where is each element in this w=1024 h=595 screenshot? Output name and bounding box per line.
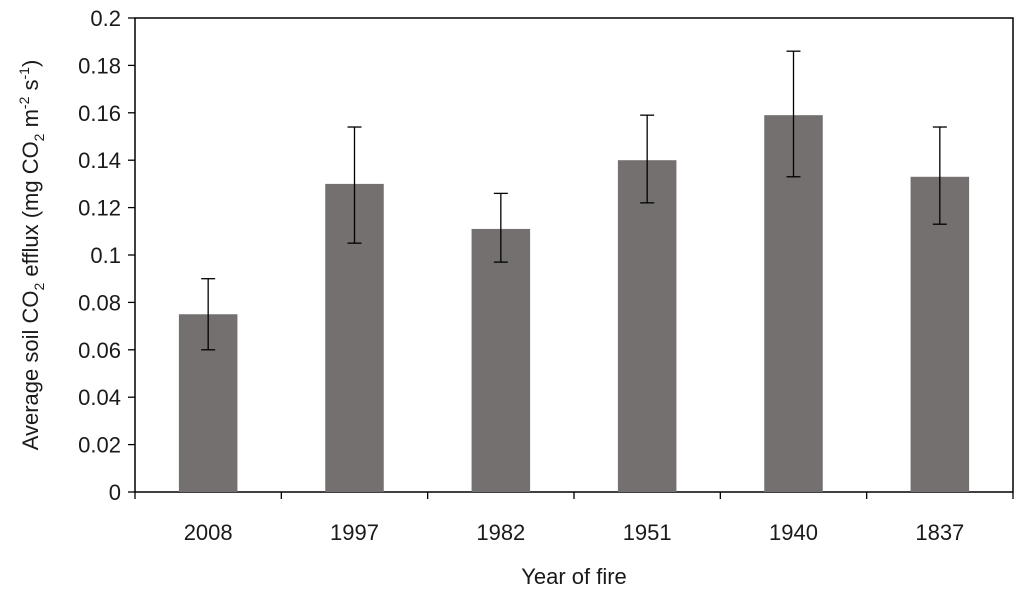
y-tick-label: 0.1 xyxy=(90,243,121,268)
y-tick-label: 0.2 xyxy=(90,6,121,31)
plot-area xyxy=(134,17,1014,493)
plot-frame xyxy=(134,17,1014,493)
x-axis-title: Year of fire xyxy=(521,564,627,589)
y-axis-title-subscript: 2 xyxy=(31,133,47,141)
x-tick-label: 1940 xyxy=(769,520,818,545)
y-tick-label: 0.16 xyxy=(78,101,121,126)
y-tick-label: 0.14 xyxy=(78,148,121,173)
y-tick-label: 0.08 xyxy=(78,290,121,315)
x-tick-label: 1951 xyxy=(623,520,672,545)
y-axis-title-superscript: -2 xyxy=(16,96,32,109)
y-tick-label: 0 xyxy=(109,480,121,505)
x-axis: 2008 1997 1982 1951 1940 1837 xyxy=(134,492,1014,545)
y-tick-label: 0.06 xyxy=(78,338,121,363)
y-axis-title-subscript: 2 xyxy=(31,283,47,291)
x-tick-label: 1982 xyxy=(476,520,525,545)
y-axis-title-superscript: -1 xyxy=(16,67,32,80)
x-tick-label: 1997 xyxy=(330,520,379,545)
y-axis: 0 0.02 0.04 0.06 0.08 0.1 0.12 0.14 0.16 0.18 0.2 xyxy=(78,6,135,505)
bar xyxy=(471,228,531,492)
y-tick-label: 0.02 xyxy=(78,433,121,458)
bar xyxy=(910,176,970,493)
y-tick-label: 0.04 xyxy=(78,385,121,410)
bar xyxy=(764,115,823,493)
x-tick-label: 1837 xyxy=(915,520,964,545)
y-axis-title: Average soil CO2 efflux (mg CO2 m-2 s-1) xyxy=(16,60,47,451)
y-axis-title-part: Average soil CO xyxy=(18,291,43,451)
x-tick-label: 2008 xyxy=(184,520,233,545)
y-axis-title-part: efflux (mg CO xyxy=(18,141,43,282)
y-axis-title-part: ) xyxy=(18,60,43,67)
y-tick-label: 0.12 xyxy=(78,196,121,221)
y-tick-label: 0.18 xyxy=(78,53,121,78)
bar xyxy=(617,160,677,492)
y-axis-title-part: s xyxy=(18,79,43,96)
y-axis-title-part: m xyxy=(18,109,43,133)
